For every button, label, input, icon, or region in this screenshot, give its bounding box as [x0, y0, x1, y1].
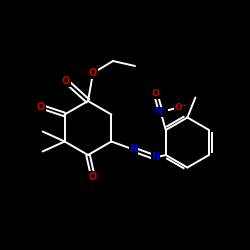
- Text: O⁻: O⁻: [174, 102, 187, 112]
- Text: N: N: [129, 144, 138, 154]
- Text: N⁺: N⁺: [154, 108, 167, 116]
- Text: O: O: [89, 68, 97, 78]
- Text: O: O: [89, 172, 97, 182]
- Text: O: O: [36, 102, 45, 112]
- Text: O: O: [62, 76, 70, 86]
- Text: N: N: [151, 152, 160, 162]
- Text: O: O: [152, 90, 160, 98]
